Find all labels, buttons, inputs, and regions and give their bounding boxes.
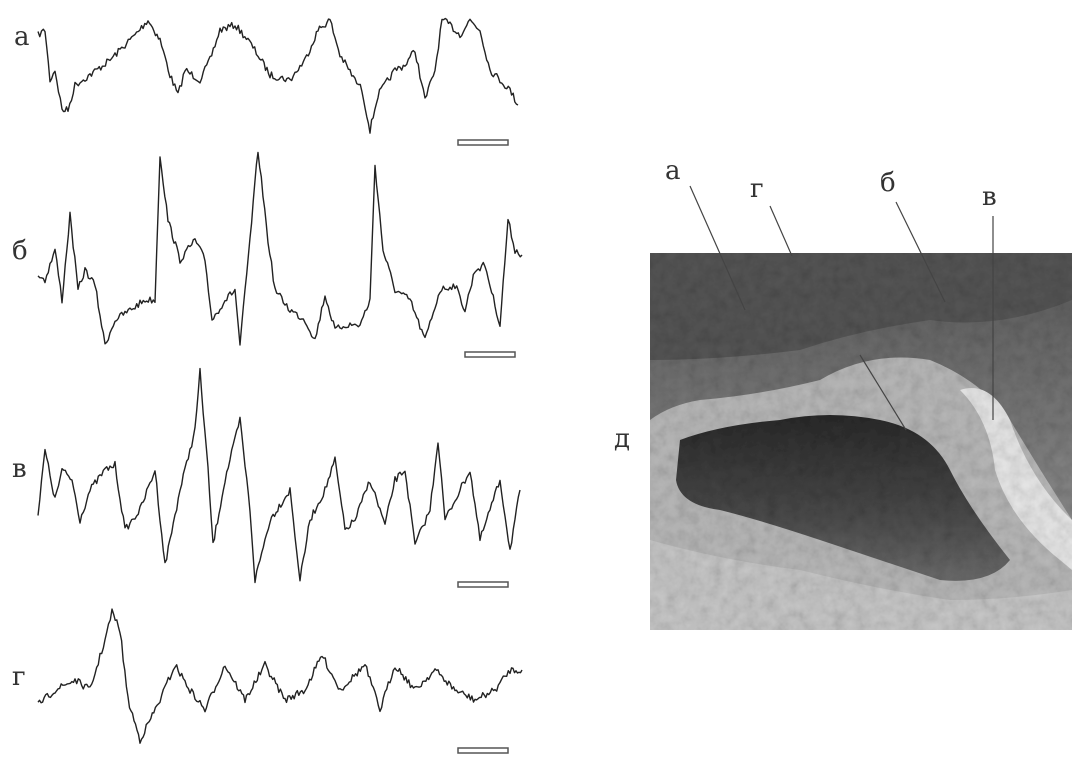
trace-label: а xyxy=(14,22,30,52)
signal-trace xyxy=(37,17,519,134)
trace-label: б xyxy=(12,236,28,266)
photo-label: б xyxy=(880,168,896,198)
pointers xyxy=(689,185,994,431)
trace-label: г xyxy=(12,662,26,692)
signal-trace xyxy=(37,608,523,744)
photo xyxy=(650,253,1072,630)
photo-label: а xyxy=(665,156,681,186)
trace-label: в xyxy=(12,454,27,484)
photo-label: г xyxy=(750,174,764,204)
photo-label: д xyxy=(614,424,630,454)
scale-bars xyxy=(457,139,516,754)
signal-trace xyxy=(37,367,521,584)
traces xyxy=(37,17,523,744)
signal-trace xyxy=(37,151,523,346)
photo-label: в xyxy=(982,182,997,212)
